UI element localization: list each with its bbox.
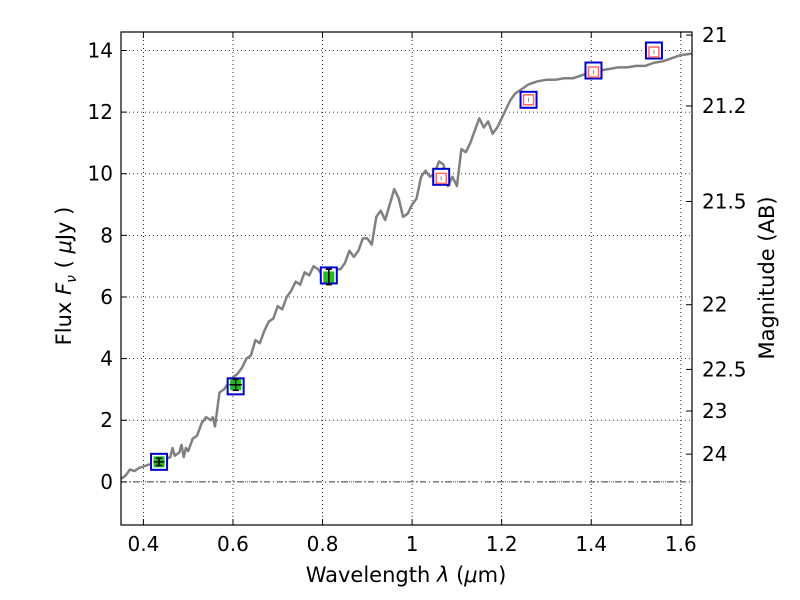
x-tick-labels: 0.4 0.6 0.8 1 1.2 1.4 1.6 (127, 532, 696, 556)
y2-tick-label: 21 (702, 23, 727, 47)
plot-frame (120, 31, 693, 526)
y-tick-label: 14 (88, 38, 113, 62)
x-tick-label: 1.2 (486, 532, 518, 556)
y-tick-label: 0 (100, 470, 113, 494)
upper-limit-marker (522, 94, 535, 106)
y-tick-label: 6 (100, 285, 113, 309)
y2-axis-label: Magnitude (AB) (755, 196, 779, 359)
photometry-points-group (153, 46, 660, 468)
x-tick-label: 1.6 (665, 532, 697, 556)
x-tick-label: 1.4 (575, 532, 607, 556)
y-tick-label: 12 (88, 100, 113, 124)
y-tick-label: 10 (88, 162, 113, 186)
y-tick-label: 4 (100, 347, 113, 371)
y-tick-label: 8 (100, 223, 113, 247)
x-tick-label: 1 (406, 532, 419, 556)
grid-lines (121, 32, 692, 525)
y2-tick-label: 21.5 (702, 189, 747, 213)
synthetic-photometry-group (150, 41, 663, 471)
x-tick-label: 0.4 (127, 532, 159, 556)
x-axis-label: Wavelength λ (μm) (306, 563, 507, 587)
y2-tick-label: 23 (702, 399, 727, 423)
y2-tick-label: 21.2 (702, 94, 747, 118)
upper-limit-marker (648, 46, 660, 58)
y2-tick-labels: 21 21.2 21.5 22 22.5 23 24 (702, 23, 747, 466)
y-tick-labels: 0 2 4 6 8 10 12 14 (88, 38, 113, 493)
y-tick-label: 2 (100, 408, 113, 432)
x-tick-label: 0.8 (307, 532, 339, 556)
model-spectrum-group (120, 52, 693, 480)
y-axis-label: Flux Fν ( μJy ) (52, 207, 80, 346)
upper-limit-marker (435, 172, 447, 185)
y2-tick-label: 24 (702, 442, 727, 466)
upper-limit-marker (587, 66, 600, 78)
tick-marks (121, 32, 692, 525)
y2-tick-label: 22 (702, 293, 727, 317)
x-tick-label: 0.6 (217, 532, 249, 556)
y2-tick-label: 22.5 (702, 357, 747, 381)
model-spectrum-line (120, 52, 693, 480)
